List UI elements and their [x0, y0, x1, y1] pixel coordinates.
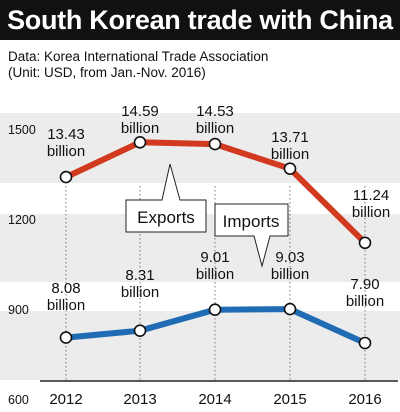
legend-exports-label: Exports	[137, 208, 195, 227]
legend-imports-callout	[214, 203, 289, 268]
unit-note: (Unit: USD, from Jan.-Nov. 2016)	[8, 65, 206, 80]
grid-band	[0, 311, 400, 380]
data-label-unit: billion	[121, 284, 159, 301]
data-label-unit: billion	[196, 120, 234, 137]
data-point	[208, 303, 222, 317]
data-label-value: 9.03	[275, 249, 304, 266]
x-tick-label: 2014	[198, 391, 231, 408]
data-point	[133, 136, 147, 149]
data-point	[208, 137, 222, 151]
y-tick-label: 600	[8, 393, 29, 407]
x-tick-label: 2016	[348, 391, 381, 408]
data-label-value: 9.01	[200, 249, 229, 266]
data-label-unit: billion	[271, 266, 309, 283]
legend-exports-callout	[125, 163, 207, 233]
data-label-unit: billion	[196, 266, 234, 283]
data-point	[358, 336, 372, 350]
data-point	[358, 236, 372, 250]
y-tick-label: 1500	[8, 123, 36, 137]
data-label-unit: billion	[47, 297, 85, 314]
data-source: Data: Korea International Trade Associat…	[8, 49, 269, 64]
x-tick-label: 2012	[49, 391, 82, 408]
data-label-unit: billion	[47, 143, 85, 160]
data-point	[59, 170, 73, 184]
data-label-unit: billion	[346, 293, 384, 310]
data-label-value: 8.31	[125, 267, 154, 284]
legend-imports-label: Imports	[223, 212, 280, 231]
x-tick-label: 2015	[273, 391, 306, 408]
data-label-value: 14.53	[196, 103, 234, 120]
y-tick-label: 1200	[8, 213, 36, 227]
data-label-value: 13.71	[271, 129, 309, 146]
x-tick-label: 2013	[123, 391, 156, 408]
data-point	[283, 162, 297, 175]
y-tick-label: 900	[8, 303, 29, 317]
chart-title: South Korean trade with China	[0, 0, 400, 40]
data-label-value: 11.24	[353, 187, 389, 204]
data-label-unit: billion	[271, 146, 309, 163]
data-label-value: 13.43	[47, 126, 85, 143]
data-label-unit: billion	[121, 120, 159, 137]
data-label-value: 14.59	[121, 103, 159, 120]
data-label-unit: billion	[352, 204, 390, 221]
data-point	[283, 302, 297, 316]
data-label-value: 8.08	[51, 280, 80, 297]
data-point	[59, 331, 73, 344]
data-point	[133, 324, 147, 338]
data-label-value: 7.90	[350, 276, 379, 293]
